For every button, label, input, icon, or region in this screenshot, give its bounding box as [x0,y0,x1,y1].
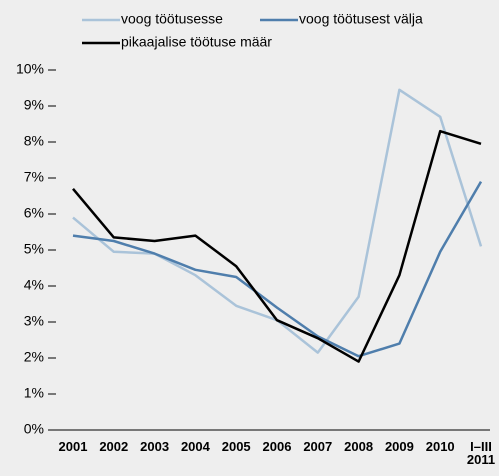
x-tick-label: 2005 [222,439,251,454]
y-tick-label: 1% [24,385,44,401]
y-tick-label: 2% [24,349,44,365]
x-tick-label: 2003 [140,439,169,454]
x-tick-label: I–III 2011 [467,439,495,467]
legend-label: voog töötusest välja [299,11,423,27]
y-tick-label: 3% [24,313,44,329]
x-tick-label: 2002 [99,439,128,454]
legend-label: pikaajalise töötuse määr [121,34,272,50]
x-tick-label: 2004 [181,439,211,454]
y-tick-label: 0% [24,421,44,437]
x-tick-label: 2008 [344,439,373,454]
y-tick-label: 8% [24,133,44,149]
x-tick-label: 2001 [59,439,88,454]
x-tick-label: 2009 [385,439,414,454]
series-line [72,180,483,358]
x-tick-label: 2010 [426,439,455,454]
legend-label: voog töötusesse [121,11,223,27]
y-tick-label: 9% [24,97,44,113]
y-tick-label: 10% [16,61,44,77]
y-tick-label: 6% [24,205,44,221]
x-tick-label: 2006 [263,439,292,454]
y-tick-label: 4% [24,277,44,293]
x-tick-label: 2007 [303,439,332,454]
series-line [72,129,482,363]
y-tick-label: 7% [24,169,44,185]
y-tick-label: 5% [24,241,44,257]
